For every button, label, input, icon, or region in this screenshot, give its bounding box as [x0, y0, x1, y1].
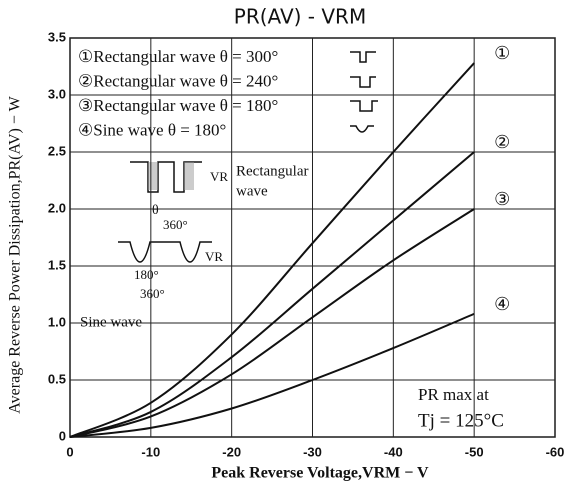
curve-label: ④ [494, 294, 510, 314]
curve [69, 151, 475, 438]
chart-title: PR(AV) - VRM [234, 5, 366, 29]
curve-label: ① [494, 43, 510, 63]
x-tick-label: -20 [222, 444, 241, 459]
y-axis-label: Average Reverse Power Dissipation,PR(AV)… [7, 95, 24, 413]
x-tick-label: -40 [384, 444, 403, 459]
x-tick-label: 0 [66, 444, 73, 459]
y-tick-label: 2.5 [48, 143, 66, 158]
legend-entry: ①Rectangular wave θ = 300° [78, 47, 278, 66]
y-tick-label: 1.5 [48, 257, 66, 272]
y-tick-label: 3.5 [48, 29, 66, 44]
annotation: VR [210, 169, 228, 184]
curve [69, 62, 475, 438]
annotation: 180° [134, 267, 159, 282]
annotation: Rectangular [236, 163, 308, 179]
annotation: wave [236, 183, 268, 199]
legend-entry: ④Sine wave θ = 180° [78, 120, 226, 139]
curve [69, 312, 475, 438]
curve-label: ② [494, 132, 510, 152]
y-tick-label: 0 [59, 428, 66, 443]
annotation: Tj = 125°C [418, 410, 504, 431]
annotation: VR [205, 249, 223, 264]
y-tick-label: 3.0 [48, 86, 66, 101]
y-tick-label: 0.5 [48, 371, 66, 386]
annotation: 360° [163, 217, 188, 232]
x-tick-label: -60 [546, 444, 565, 459]
x-axis-label: Peak Reverse Voltage,VRM − V [211, 465, 429, 482]
legend-entry: ③Rectangular wave θ = 180° [78, 96, 278, 115]
curve [69, 208, 475, 438]
hatching [148, 162, 194, 190]
annotation: Sine wave [80, 314, 142, 330]
legend-entry: ②Rectangular wave θ = 240° [78, 71, 278, 90]
x-tick-label: -30 [303, 444, 322, 459]
x-tick-label: -50 [465, 444, 484, 459]
annotation: θ [152, 203, 159, 218]
y-tick-label: 2.0 [48, 200, 66, 215]
annotation: PR max at [418, 385, 489, 404]
x-tick-label: -10 [141, 444, 160, 459]
curve-label: ③ [494, 189, 510, 209]
y-tick-label: 1.0 [48, 314, 66, 329]
annotation: 360° [140, 286, 165, 301]
